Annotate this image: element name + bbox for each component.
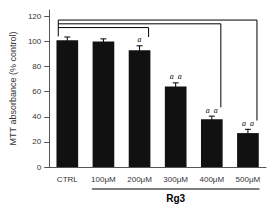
svg-text:400μM: 400μM (199, 175, 224, 184)
svg-text:a a: a a (242, 119, 254, 128)
svg-text:MTT absorbance (% control): MTT absorbance (% control) (8, 32, 18, 146)
svg-text:a a: a a (170, 72, 182, 81)
svg-text:300μM: 300μM (163, 175, 188, 184)
svg-text:60: 60 (32, 87, 41, 96)
svg-text:80: 80 (32, 62, 41, 71)
svg-text:20: 20 (32, 137, 41, 146)
svg-text:a a: a a (206, 106, 218, 115)
svg-text:120: 120 (28, 12, 42, 21)
svg-text:200μM: 200μM (127, 175, 152, 184)
svg-text:40: 40 (32, 112, 41, 121)
svg-text:Rg3: Rg3 (166, 193, 185, 204)
svg-text:100: 100 (28, 37, 42, 46)
svg-text:100μM: 100μM (91, 175, 116, 184)
svg-text:0: 0 (37, 163, 42, 172)
svg-text:CTRL: CTRL (57, 175, 78, 184)
svg-text:500μM: 500μM (236, 175, 261, 184)
svg-text:a: a (138, 35, 142, 44)
